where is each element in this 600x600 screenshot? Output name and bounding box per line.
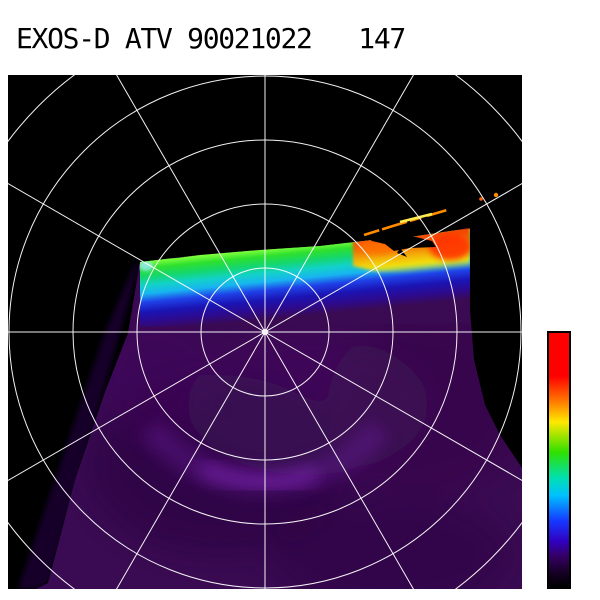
isolated-dot-small xyxy=(479,197,483,201)
fov-content xyxy=(88,228,522,589)
polar-grid xyxy=(8,75,522,589)
background-mottle xyxy=(88,315,522,589)
hot-spot-right xyxy=(429,234,471,260)
grid-center-dot xyxy=(261,328,269,336)
fov-dark-fringe xyxy=(18,262,140,589)
isolated-dot xyxy=(493,192,499,198)
polar-aurora-plot xyxy=(8,75,522,589)
band-left-tip xyxy=(139,261,153,271)
colorbar xyxy=(547,331,571,589)
plot-title: EXOS-D ATV 90021022 147 xyxy=(16,22,406,55)
detached-thin-arc xyxy=(363,205,459,237)
